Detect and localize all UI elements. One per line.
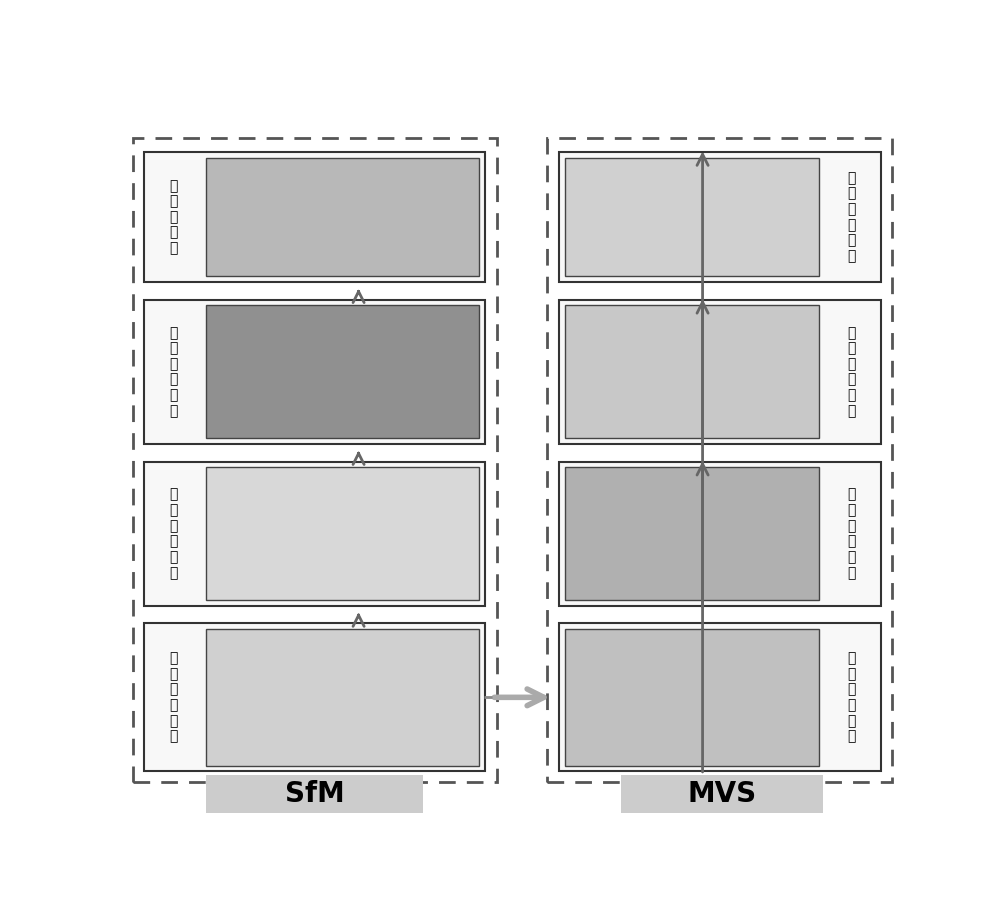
- Bar: [144, 300, 485, 444]
- Bar: [206, 467, 479, 600]
- Bar: [133, 138, 497, 781]
- Bar: [559, 623, 881, 771]
- Text: 纹
理
模
型
重
建: 纹 理 模 型 重 建: [847, 171, 856, 263]
- Bar: [206, 629, 479, 766]
- Bar: [144, 152, 485, 282]
- Text: SfM: SfM: [285, 781, 345, 808]
- Bar: [559, 152, 881, 282]
- Bar: [144, 462, 485, 606]
- Bar: [559, 300, 881, 444]
- Bar: [559, 462, 881, 606]
- Bar: [621, 775, 822, 813]
- Bar: [565, 467, 819, 600]
- Text: MVS: MVS: [687, 781, 756, 808]
- Text: 稠
密
点
云
重
建: 稠 密 点 云 重 建: [847, 487, 856, 579]
- Text: 稀
疏
点
云
重
建: 稀 疏 点 云 重 建: [169, 651, 178, 743]
- Text: 图
像
特
征
匹
配: 图 像 特 征 匹 配: [169, 325, 178, 418]
- Text: 图
像
视
差
估
计: 图 像 视 差 估 计: [847, 651, 856, 743]
- Text: 网
格
模
型
重
建: 网 格 模 型 重 建: [847, 325, 856, 418]
- Bar: [144, 623, 485, 771]
- Bar: [206, 157, 479, 276]
- Text: 源
图
像
序
列: 源 图 像 序 列: [169, 179, 178, 255]
- Bar: [547, 138, 892, 781]
- Bar: [206, 775, 423, 813]
- Bar: [565, 305, 819, 439]
- Text: 图
像
深
度
估
计: 图 像 深 度 估 计: [169, 487, 178, 579]
- Bar: [565, 629, 819, 766]
- Bar: [565, 157, 819, 276]
- Bar: [206, 305, 479, 439]
